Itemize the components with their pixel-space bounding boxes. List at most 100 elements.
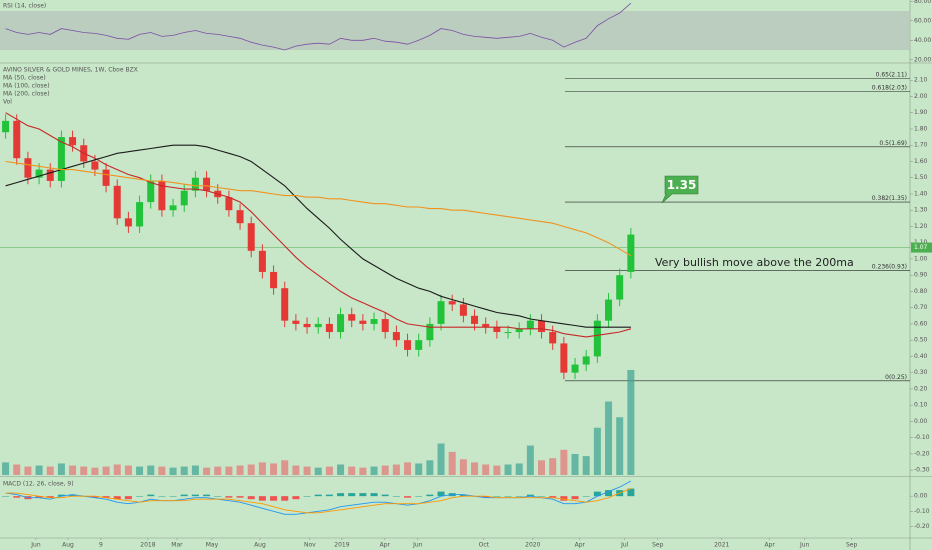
macd-histogram bbox=[605, 490, 613, 497]
candle-body bbox=[381, 319, 389, 333]
candle-body bbox=[91, 161, 99, 170]
candle-body bbox=[348, 314, 356, 321]
macd-histogram bbox=[2, 496, 10, 497]
volume-bar bbox=[616, 417, 624, 475]
volume-bar bbox=[203, 467, 211, 475]
candle-body bbox=[270, 271, 278, 289]
macd-histogram bbox=[214, 496, 222, 497]
volume-bar bbox=[69, 465, 77, 475]
y-tick-label: 1.70 bbox=[914, 142, 928, 149]
candle-body bbox=[258, 250, 266, 272]
pane-title: AVINO SILVER & GOLD MINES, 1W, Cboe BZX bbox=[3, 67, 138, 74]
volume-bar bbox=[57, 463, 65, 475]
candle-body bbox=[392, 332, 400, 341]
fib-label: 0.5(1.69) bbox=[879, 140, 907, 147]
callout-box bbox=[661, 175, 699, 204]
x-tick-label: Jun bbox=[30, 542, 41, 549]
candle-body bbox=[102, 169, 110, 186]
x-tick-label: Apr bbox=[764, 542, 775, 549]
macd-histogram bbox=[504, 496, 512, 497]
volume-bar bbox=[471, 462, 479, 475]
macd-histogram bbox=[571, 496, 579, 500]
x-tick-label: Apr bbox=[380, 542, 391, 549]
candle-body bbox=[292, 320, 300, 324]
candle-body bbox=[526, 320, 534, 329]
volume-bar bbox=[113, 464, 121, 475]
macd-histogram bbox=[169, 496, 177, 497]
volume-bar bbox=[270, 463, 278, 475]
y-tick-label: 0.60 bbox=[914, 320, 928, 327]
volume-bar bbox=[35, 465, 43, 475]
candle-body bbox=[359, 320, 367, 324]
candle-body bbox=[560, 343, 568, 373]
y-tick-label: -0.20 bbox=[914, 523, 930, 530]
macd-histogram bbox=[381, 494, 389, 497]
macd-histogram bbox=[91, 496, 99, 498]
volume-bar bbox=[169, 467, 177, 475]
x-tick-label: Aug bbox=[62, 542, 74, 549]
y-tick-label: 2.10 bbox=[914, 77, 928, 84]
candle-body bbox=[24, 158, 32, 178]
x-tick-label: May bbox=[206, 542, 219, 549]
candle-body bbox=[459, 304, 467, 316]
volume-bar bbox=[582, 456, 590, 475]
macd-histogram bbox=[538, 496, 546, 497]
y-tick-label: 0.30 bbox=[914, 369, 928, 376]
macd-histogram bbox=[415, 496, 423, 497]
volume-bar bbox=[2, 462, 10, 475]
y-tick-label: 0.50 bbox=[914, 337, 928, 344]
candle-body bbox=[482, 323, 490, 328]
candle-body bbox=[515, 328, 523, 333]
candle-body bbox=[448, 301, 456, 305]
candle-body bbox=[46, 169, 54, 181]
macd-histogram bbox=[526, 494, 534, 497]
y-tick-label: 1.80 bbox=[914, 125, 928, 132]
macd-histogram bbox=[270, 496, 278, 501]
macd-histogram bbox=[370, 493, 378, 497]
fib-label: 0(0.25) bbox=[885, 374, 907, 381]
candle-body bbox=[281, 288, 289, 321]
x-tick-label: 2021 bbox=[714, 542, 729, 549]
x-tick-label: 2018 bbox=[140, 542, 155, 549]
macd-histogram bbox=[57, 494, 65, 497]
volume-bar bbox=[426, 460, 434, 475]
volume-bar bbox=[549, 458, 557, 475]
y-tick-label: 0.70 bbox=[914, 304, 928, 311]
candle-body bbox=[616, 275, 624, 300]
x-tick-label: Aug bbox=[254, 542, 266, 549]
volume-bar bbox=[627, 370, 635, 475]
volume-bar bbox=[493, 465, 501, 475]
macd-histogram bbox=[247, 496, 255, 500]
volume-bar bbox=[538, 460, 546, 475]
pane-title: Vol bbox=[3, 99, 12, 106]
volume-bar bbox=[359, 467, 367, 475]
volume-bar bbox=[482, 464, 490, 475]
fib-label: 0.236(0.93) bbox=[872, 263, 907, 270]
candle-body bbox=[337, 314, 345, 333]
volume-bar bbox=[370, 466, 378, 475]
volume-bar bbox=[292, 465, 300, 475]
x-tick-label: 2019 bbox=[334, 542, 349, 549]
volume-bar bbox=[281, 460, 289, 475]
candle-body bbox=[2, 120, 10, 133]
macd-histogram bbox=[102, 496, 110, 498]
y-tick-label: 2.00 bbox=[914, 93, 928, 100]
volume-bar bbox=[102, 466, 110, 475]
candle-body bbox=[571, 364, 579, 373]
candle-body bbox=[247, 223, 255, 251]
fib-label: 0.382(1.35) bbox=[872, 195, 907, 202]
volume-bar bbox=[24, 466, 32, 475]
macd-histogram bbox=[203, 494, 211, 497]
y-tick-label: -0.10 bbox=[914, 508, 930, 515]
volume-bar bbox=[560, 449, 568, 475]
macd-histogram bbox=[437, 491, 445, 497]
y-tick-label: 1.50 bbox=[914, 174, 928, 181]
macd-histogram bbox=[593, 491, 601, 497]
moving-average bbox=[5, 112, 632, 338]
macd-histogram bbox=[113, 496, 121, 500]
last-price-tag bbox=[911, 242, 932, 253]
volume-bar bbox=[437, 443, 445, 475]
candle-body bbox=[35, 169, 43, 178]
y-tick-label: 1.60 bbox=[914, 158, 928, 165]
